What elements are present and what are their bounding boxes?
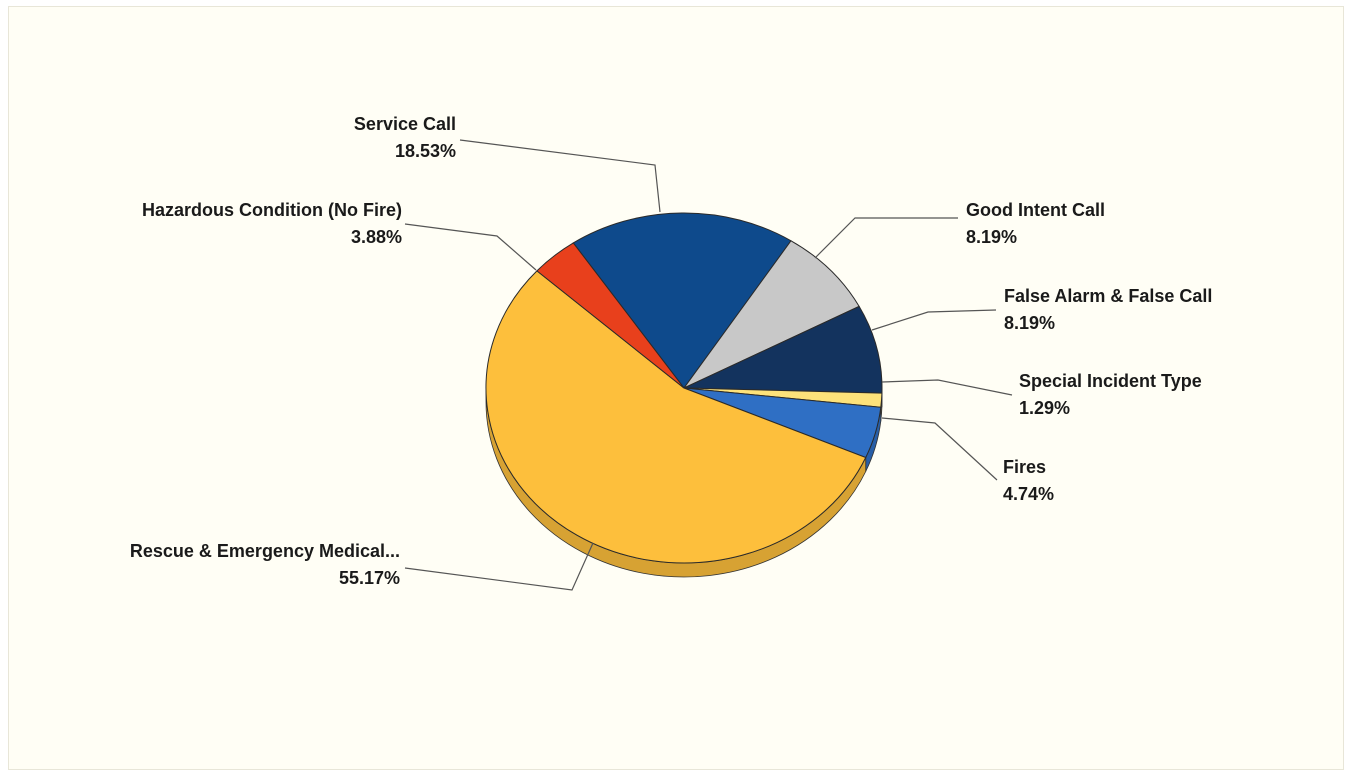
slice-label-rescue-emergency-medical: Rescue & Emergency Medical... xyxy=(130,541,400,561)
slice-value-fires: 4.74% xyxy=(1003,484,1054,504)
slice-value-hazardous-condition-no-fire: 3.88% xyxy=(351,227,402,247)
slice-label-service-call: Service Call xyxy=(354,114,456,134)
slice-label-hazardous-condition-no-fire: Hazardous Condition (No Fire) xyxy=(142,200,402,220)
slice-value-good-intent-call: 8.19% xyxy=(966,227,1017,247)
slice-value-false-alarm-false-call: 8.19% xyxy=(1004,313,1055,333)
pie-slice-service-call xyxy=(572,212,792,389)
slice-label-fires: Fires xyxy=(1003,457,1046,477)
leader-line-hazardous-condition-no-fire xyxy=(404,223,537,271)
pie-slice-good-intent-call xyxy=(682,240,860,390)
slice-label-false-alarm-false-call: False Alarm & False Call xyxy=(1004,286,1212,306)
slice-label-good-intent-call: Good Intent Call xyxy=(966,200,1105,220)
slice-label-special-incident-type: Special Incident Type xyxy=(1019,371,1202,391)
pie-slice-false-alarm-false-call xyxy=(683,305,883,394)
slice-value-special-incident-type: 1.29% xyxy=(1019,398,1070,418)
leader-line-special-incident-type xyxy=(881,379,1013,396)
slice-value-service-call: 18.53% xyxy=(395,141,456,161)
leader-line-fires xyxy=(881,417,998,481)
slice-value-rescue-emergency-medical: 55.17% xyxy=(339,568,400,588)
leader-line-false-alarm-false-call xyxy=(871,309,997,331)
pie-slice-hazardous-condition-no-fire xyxy=(536,242,685,389)
leader-lines xyxy=(404,139,1013,591)
slice-labels: Service Call 18.53% Good Intent Call 8.19% F… xyxy=(130,114,1213,588)
pie-slices xyxy=(485,212,883,564)
leader-line-good-intent-call xyxy=(814,217,958,259)
leader-line-service-call xyxy=(459,139,661,213)
leader-line-rescue-emergency-medical xyxy=(404,542,594,591)
pie-slice-rescue-emergency-medical xyxy=(485,270,867,564)
